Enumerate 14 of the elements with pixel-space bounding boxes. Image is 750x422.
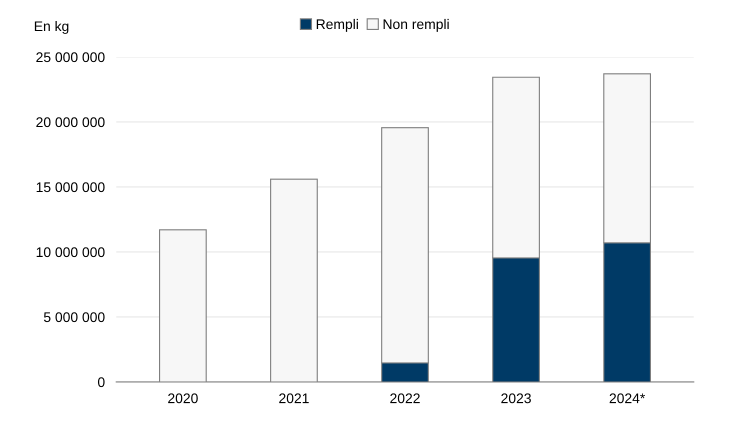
- x-tick-label: 2022: [390, 393, 420, 404]
- y-tick-label: 15 000 000: [36, 182, 105, 192]
- y-axis-title: En kg: [34, 20, 68, 34]
- y-tick-label: 10 000 000: [36, 247, 105, 258]
- legend-label: Rempli: [316, 18, 358, 32]
- y-tick-label: 5 000 000: [44, 312, 105, 322]
- legend-label: Non rempli: [384, 18, 449, 32]
- x-tick-label: 2021: [279, 393, 309, 404]
- y-tick-label: 0: [98, 377, 105, 388]
- x-tick-label: 2023: [501, 393, 531, 404]
- x-tick-label: 2024*: [610, 393, 646, 404]
- x-tick-label: 2020: [168, 393, 198, 404]
- y-tick-label: 20 000 000: [36, 117, 105, 128]
- y-tick-label: 25 000 000: [36, 52, 105, 62]
